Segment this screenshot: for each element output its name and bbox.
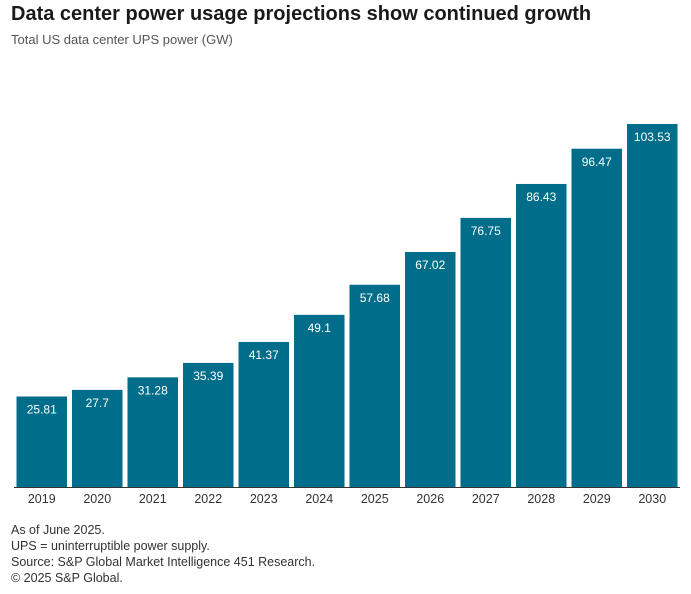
note-copyright: © 2025 S&P Global. (11, 571, 123, 585)
x-tick-label: 2022 (194, 492, 222, 506)
bar-2020 (72, 389, 123, 487)
x-tick-label: 2024 (305, 492, 333, 506)
bar-2019 (16, 396, 67, 487)
chart-notes: As of June 2025. UPS = uninterruptible p… (11, 522, 315, 586)
bar-2023 (238, 341, 289, 487)
bar-value-label: 86.43 (526, 190, 556, 204)
bar-value-label: 31.28 (138, 383, 168, 397)
bar-2029 (571, 148, 622, 487)
note-definition: UPS = uninterruptible power supply. (11, 539, 210, 553)
x-tick-labels: 2019 2020 2021 2022 2023 2024 2025 2026 2027 2028… (28, 492, 666, 506)
bar-2022 (183, 362, 234, 487)
bars-group: 25.81 27.7 31.28 35.39 41.37 49.1 57.68 67.02 76… (16, 124, 678, 487)
x-tick-label: 2027 (472, 492, 500, 506)
bar-value-label: 35.39 (193, 369, 223, 383)
x-tick-label: 2021 (139, 492, 167, 506)
x-tick-label: 2029 (583, 492, 611, 506)
chart-subtitle: Total US data center UPS power (GW) (11, 32, 233, 47)
x-tick-label: 2028 (527, 492, 555, 506)
x-tick-label: 2026 (416, 492, 444, 506)
x-tick-label: 2023 (250, 492, 278, 506)
bar-value-label: 41.37 (249, 348, 279, 362)
x-tick-label: 2019 (28, 492, 56, 506)
x-tick-label: 2020 (83, 492, 111, 506)
bar-value-label: 96.47 (582, 155, 612, 169)
bar-value-label: 76.75 (471, 224, 501, 238)
x-tick-label: 2030 (638, 492, 666, 506)
bar-value-label: 49.1 (308, 321, 332, 335)
bar-2026 (405, 252, 456, 487)
bar-2028 (516, 183, 567, 487)
x-tick-label: 2025 (361, 492, 389, 506)
bar-2027 (460, 217, 511, 487)
chart-title: Data center power usage projections show… (11, 3, 592, 25)
bar-value-label: 57.68 (360, 291, 390, 305)
bar-2030 (627, 124, 678, 487)
note-source: Source: S&P Global Market Intelligence 4… (11, 555, 316, 569)
bar-value-label: 27.7 (86, 396, 110, 410)
bar-value-label: 25.81 (27, 403, 57, 417)
bar-2025 (349, 284, 400, 487)
note-as-of: As of June 2025. (11, 523, 105, 537)
bar-2021 (127, 377, 178, 487)
bar-value-label: 103.53 (634, 130, 671, 144)
bar-value-label: 67.02 (415, 258, 445, 272)
bar-chart: 25.81 27.7 31.28 35.39 41.37 49.1 57.68 67.02 76… (14, 124, 680, 506)
bar-2024 (294, 314, 345, 487)
